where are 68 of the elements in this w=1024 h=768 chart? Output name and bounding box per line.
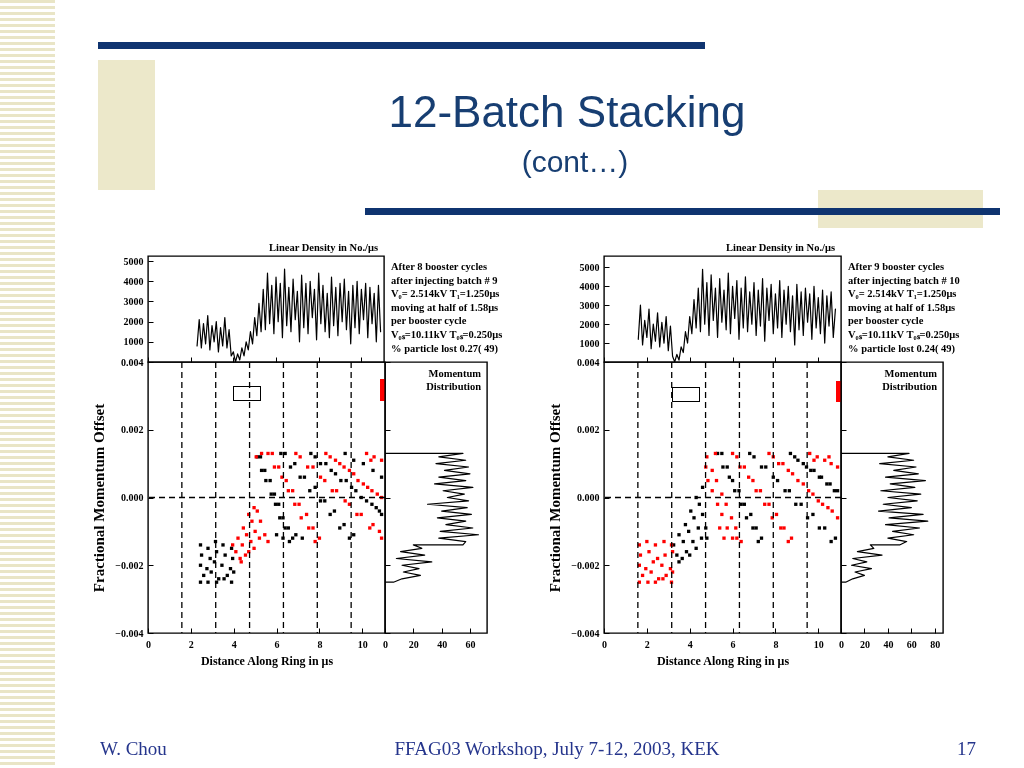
x-tick-label: 60 bbox=[465, 638, 476, 650]
text: 17 bbox=[956, 738, 976, 760]
text: % particle lost 0.24( 49) bbox=[848, 342, 956, 355]
text: Momentum Distribution bbox=[882, 368, 938, 392]
y-axis-title: Fractional Momentum Offset bbox=[91, 403, 108, 593]
text: after injecting batch # 9 bbox=[391, 274, 498, 286]
y-tick-label: 0.002 bbox=[121, 424, 144, 436]
text: per booster cycle bbox=[848, 315, 924, 327]
y-tick-label: 0.000 bbox=[121, 492, 144, 503]
y-tick-label: 0.004 bbox=[121, 356, 144, 368]
text: moving at half of 1.58μs bbox=[848, 301, 956, 313]
y-tick-label: 4000 bbox=[579, 280, 600, 292]
y-axis-title: Fractional Momentum Offset bbox=[547, 403, 564, 593]
y-tick-label: 0.004 bbox=[577, 356, 600, 368]
y-tick-label: 3000 bbox=[123, 295, 144, 307]
text: per booster cycle bbox=[391, 315, 467, 327]
text: moving at half of 1.58μs bbox=[391, 301, 499, 313]
x-tick-label: 0 bbox=[602, 638, 607, 650]
x-tick-label: 60 bbox=[906, 638, 917, 650]
text: FFAG03 Workshop, July 7-12, 2003, KEK bbox=[393, 738, 721, 760]
y-tick-label: 2000 bbox=[579, 318, 600, 330]
x-tick-label: 6 bbox=[274, 638, 280, 650]
text: V₀ₛ=10.11kV T₀ₛ=0.250μs bbox=[848, 329, 960, 340]
text: Momentum Distribution bbox=[426, 368, 482, 392]
x-tick-label: 40 bbox=[883, 638, 894, 650]
x-tick-label: 20 bbox=[408, 638, 419, 650]
text: V₀= 2.514kV T₁=1.250μs bbox=[391, 288, 500, 300]
y-tick-label: −0.004 bbox=[571, 627, 600, 639]
x-axis-title: Distance Along Ring in μs bbox=[200, 653, 334, 668]
y-tick-label: 4000 bbox=[123, 275, 144, 287]
x-tick-label: 8 bbox=[317, 638, 323, 650]
text: (cont…) bbox=[520, 145, 630, 179]
y-tick-label: 0.002 bbox=[577, 424, 600, 436]
x-tick-label: 2 bbox=[644, 638, 650, 650]
chart-title: Linear Density in No./μs bbox=[725, 242, 835, 253]
text: After 8 booster cycles bbox=[391, 261, 488, 272]
text: 12-Batch Stacking bbox=[387, 87, 747, 137]
y-tick-label: 0.000 bbox=[577, 492, 600, 503]
text: after injecting batch # 10 bbox=[848, 274, 960, 286]
x-tick-label: 40 bbox=[437, 638, 448, 650]
x-axis-title: Distance Along Ring in μs bbox=[656, 653, 790, 668]
x-tick-label: 0 bbox=[839, 638, 844, 650]
x-tick-label: 4 bbox=[687, 638, 693, 650]
y-tick-label: 5000 bbox=[123, 255, 144, 267]
x-tick-label: 20 bbox=[859, 638, 870, 650]
x-tick-label: 4 bbox=[231, 638, 237, 650]
text: W. Chou bbox=[100, 738, 167, 760]
y-tick-label: 1000 bbox=[123, 336, 144, 348]
x-tick-label: 6 bbox=[730, 638, 736, 650]
x-tick-label: 8 bbox=[773, 638, 779, 650]
y-tick-label: −0.002 bbox=[115, 559, 144, 571]
chart-title: Linear Density in No./μs bbox=[268, 242, 378, 253]
x-tick-label: 10 bbox=[813, 638, 824, 650]
text: V₀ₛ=10.11kV T₀ₛ=0.250μs bbox=[391, 329, 503, 340]
y-tick-label: −0.004 bbox=[115, 627, 144, 639]
text: After 9 booster cycles bbox=[848, 261, 945, 272]
x-tick-label: 0 bbox=[383, 638, 388, 650]
x-tick-label: 0 bbox=[146, 638, 151, 650]
y-tick-label: 1000 bbox=[579, 337, 600, 349]
x-tick-label: 80 bbox=[930, 638, 941, 650]
text: V₀= 2.514kV T₁=1.250μs bbox=[848, 288, 957, 300]
x-tick-label: 2 bbox=[188, 638, 194, 650]
y-tick-label: 5000 bbox=[579, 261, 600, 273]
text: % particle lost 0.27( 49) bbox=[391, 342, 499, 355]
x-tick-label: 10 bbox=[357, 638, 368, 650]
y-tick-label: 3000 bbox=[579, 299, 600, 311]
y-tick-label: −0.002 bbox=[571, 559, 600, 571]
y-tick-label: 2000 bbox=[123, 316, 144, 328]
